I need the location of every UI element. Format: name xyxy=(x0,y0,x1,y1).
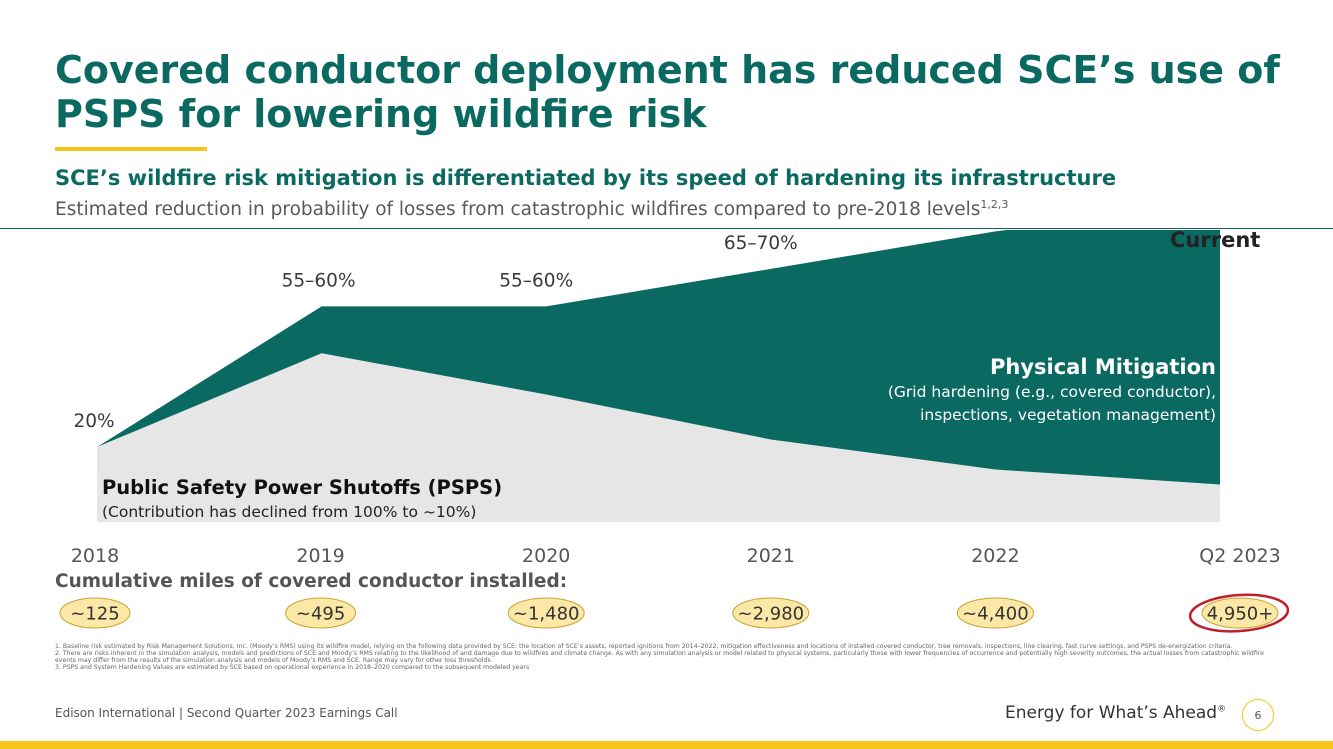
subheading: Estimated reduction in probability of lo… xyxy=(55,198,1008,220)
physical-mitigation-area xyxy=(97,230,1220,485)
x-axis-label: Q2 2023 xyxy=(1199,545,1280,567)
miles-badge xyxy=(956,597,1034,629)
subheading-text: Estimated reduction in probability of lo… xyxy=(55,199,981,221)
subheading-footnote-refs: 1,2,3 xyxy=(980,198,1009,211)
x-axis-label: 2018 xyxy=(71,545,119,567)
total-label: 55–60% xyxy=(499,270,573,291)
miles-highlight-circle xyxy=(1188,593,1290,633)
series-label-physical: Physical Mitigation xyxy=(990,355,1216,379)
series-label-psps: Public Safety Power Shutoffs (PSPS) xyxy=(102,476,502,499)
series-note-physical-line2: inspections, vegetation management) xyxy=(920,406,1216,424)
miles-badge xyxy=(732,597,810,629)
registered-mark: ® xyxy=(1217,704,1227,715)
page-number: 6 xyxy=(1242,699,1274,731)
footnotes: 1. Baseline risk estimated by Risk Manag… xyxy=(55,643,1285,671)
miles-badge xyxy=(285,597,357,629)
title-underline xyxy=(55,147,207,151)
footnote-1: 1. Baseline risk estimated by Risk Manag… xyxy=(55,643,1233,650)
slide-title: Covered conductor deployment has reduced… xyxy=(55,48,1280,136)
miles-value: ~125 xyxy=(70,604,119,625)
footer-tagline-text: Energy for What’s Ahead xyxy=(1005,703,1218,723)
miles-value: ~1,480 xyxy=(513,604,580,625)
psps-area xyxy=(97,353,1220,522)
series-note-physical-line1: (Grid hardening (e.g., covered conductor… xyxy=(888,383,1216,401)
series-note-psps: (Contribution has declined from 100% to … xyxy=(102,503,476,521)
bottom-accent-bar xyxy=(0,741,1333,749)
footer-tagline: Energy for What’s Ahead® xyxy=(1005,703,1226,723)
total-label: 20% xyxy=(73,411,114,432)
miles-badge xyxy=(59,597,131,629)
miles-value: ~495 xyxy=(296,604,345,625)
risk-reduction-chart: 20%55–60%55–60%65–70%75–80%85%Physical M… xyxy=(59,230,1290,633)
current-label: Current xyxy=(1170,228,1261,252)
footnote-3: 3. PSPS and System Hardening Values are … xyxy=(55,664,530,671)
footnote-2: 2. There are risks inherent in the simul… xyxy=(55,650,1264,664)
header-divider xyxy=(0,228,1333,229)
miles-value: ~2,980 xyxy=(737,604,804,625)
total-label: 55–60% xyxy=(282,270,356,291)
x-axis-label: 2021 xyxy=(747,545,795,567)
miles-value: ~4,400 xyxy=(962,604,1029,625)
x-axis-label: 2022 xyxy=(971,545,1019,567)
miles-badge xyxy=(507,597,585,629)
total-label: 65–70% xyxy=(724,233,798,254)
footer-left: Edison International | Second Quarter 20… xyxy=(55,706,398,720)
x-axis-label: 2020 xyxy=(522,545,570,567)
miles-title: Cumulative miles of covered conductor in… xyxy=(55,571,568,592)
miles-badge xyxy=(1201,597,1279,629)
x-axis-label: 2019 xyxy=(296,545,344,567)
miles-value: 4,950+ xyxy=(1207,604,1274,625)
headline: SCE’s wildfire risk mitigation is differ… xyxy=(55,166,1117,190)
